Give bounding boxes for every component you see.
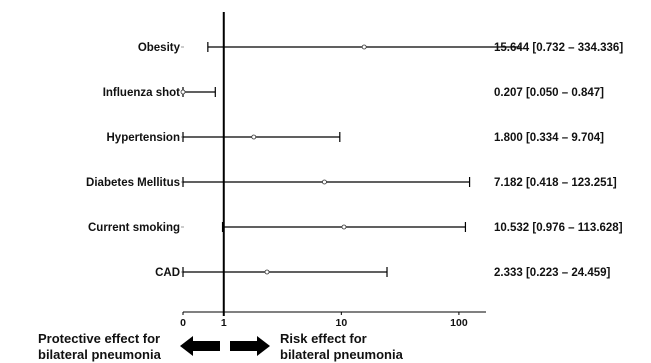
row-value-hypertension: 1.800 [0.334 – 9.704] — [494, 132, 604, 144]
row-label-cad: CAD — [155, 267, 180, 279]
row-value-current-smoking: 10.532 [0.976 – 113.628] — [494, 222, 623, 234]
row-label-obesity: Obesity — [138, 42, 181, 54]
point-estimate-influenza-shot — [180, 89, 186, 95]
right-arrow-icon — [230, 336, 270, 356]
protective-effect-note: Protective effect for bilateral pneumoni… — [38, 331, 161, 363]
point-estimate-current-smoking — [341, 224, 347, 230]
x-tick-label-1: 1 — [221, 317, 227, 329]
point-estimate-hypertension — [251, 134, 257, 140]
point-estimate-diabetes-mellitus — [322, 179, 327, 185]
x-tick-label-3: 100 — [450, 317, 468, 329]
left-arrow-icon — [180, 336, 220, 356]
risk-effect-line-2: bilateral pneumonia — [280, 347, 403, 362]
risk-effect-line-1: Risk effect for — [280, 331, 367, 346]
x-tick-label-0: 0 — [180, 317, 186, 329]
protective-effect-line-2: bilateral pneumonia — [38, 347, 161, 362]
row-value-diabetes-mellitus: 7.182 [0.418 – 123.251] — [494, 177, 617, 189]
x-tick-label-2: 10 — [335, 317, 347, 329]
row-value-cad: 2.333 [0.223 – 24.459] — [494, 267, 611, 279]
row-label-diabetes-mellitus: Diabetes Mellitus — [86, 177, 180, 189]
row-label-current-smoking: Current smoking — [88, 222, 180, 234]
point-estimate-cad — [264, 269, 270, 275]
row-label-influenza-shot: Influenza shot — [103, 87, 180, 99]
row-label-hypertension: Hypertension — [107, 132, 181, 144]
risk-effect-note: Risk effect for bilateral pneumonia — [280, 331, 403, 363]
row-value-obesity: 15.644 [0.732 – 334.336] — [494, 42, 623, 54]
point-estimate-obesity — [361, 44, 367, 50]
protective-effect-line-1: Protective effect for — [38, 331, 161, 346]
row-value-influenza-shot: 0.207 [0.050 – 0.847] — [494, 87, 604, 99]
